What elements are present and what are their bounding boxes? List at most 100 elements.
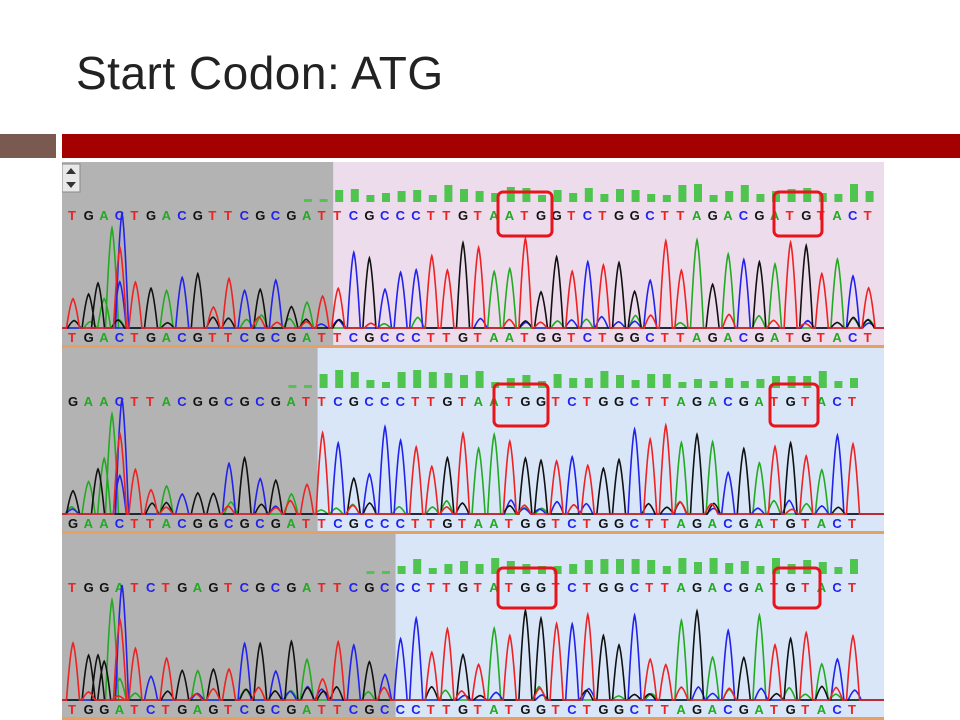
quality-bar [694, 184, 702, 202]
base-call: A [99, 208, 109, 223]
base-call-bottom: G [614, 516, 624, 531]
base-call: A [162, 394, 172, 409]
scroll-down-icon[interactable] [66, 182, 76, 188]
quality-bar [772, 376, 780, 388]
base-call-bottom: C [240, 702, 250, 717]
base-call-bottom: T [676, 330, 684, 345]
base-call-bottom: T [427, 330, 435, 345]
base-call-bottom: G [442, 516, 452, 531]
quality-bar [460, 189, 468, 202]
base-call: T [208, 208, 216, 223]
quality-bar [538, 566, 546, 574]
quality-bar [475, 564, 484, 574]
base-call-bottom: T [130, 516, 138, 531]
base-call-bottom: G [349, 516, 359, 531]
quality-bar [725, 563, 734, 574]
quality-bar [647, 194, 656, 202]
panel-separator [62, 531, 884, 534]
base-call: A [84, 394, 94, 409]
quality-bar [834, 381, 843, 388]
quality-bar [475, 191, 484, 202]
base-call: T [318, 208, 326, 223]
quality-bar [382, 382, 390, 388]
base-call-bottom: T [505, 702, 513, 717]
base-call-bottom: G [146, 330, 156, 345]
base-call: A [817, 394, 827, 409]
panel-separator [62, 345, 884, 348]
quality-bar [382, 193, 390, 202]
atg-codon-highlight [772, 190, 824, 238]
base-call-bottom: C [411, 330, 421, 345]
base-call: T [598, 208, 606, 223]
base-call-bottom: A [817, 702, 827, 717]
base-call: C [723, 394, 733, 409]
quality-bar [694, 562, 702, 574]
base-call: C [240, 580, 250, 595]
trace-T [62, 422, 884, 515]
base-call-bottom: G [598, 702, 608, 717]
base-call-bottom: C [240, 330, 250, 345]
base-call: T [302, 394, 310, 409]
base-call-bottom: T [68, 330, 76, 345]
atg-codon-highlight [772, 566, 822, 610]
base-call: G [84, 580, 94, 595]
base-call: A [489, 580, 499, 595]
base-call-bottom: T [864, 330, 872, 345]
trace-G [62, 239, 884, 329]
quality-bar [428, 372, 437, 388]
base-call: G [442, 394, 452, 409]
base-call: T [146, 394, 154, 409]
quality-bar [397, 372, 406, 388]
base-call: C [177, 394, 187, 409]
base-call: T [661, 580, 669, 595]
quality-bar [553, 374, 562, 388]
base-call-bottom: T [208, 330, 216, 345]
base-call-bottom: G [520, 702, 530, 717]
base-call: T [848, 580, 856, 595]
base-call: T [567, 208, 575, 223]
base-call: T [474, 208, 482, 223]
base-call: A [115, 580, 125, 595]
base-call: G [630, 208, 640, 223]
base-call-bottom: G [240, 516, 250, 531]
base-call: G [240, 394, 250, 409]
base-call-bottom: A [99, 516, 109, 531]
base-call: C [411, 580, 421, 595]
base-call: G [801, 208, 811, 223]
base-call-bottom: G [614, 702, 624, 717]
scroll-arrows[interactable] [62, 163, 81, 193]
scroll-up-icon[interactable] [66, 168, 76, 174]
base-call: G [271, 394, 281, 409]
base-call: T [318, 580, 326, 595]
base-call: G [739, 394, 749, 409]
base-call-bottom: T [552, 702, 560, 717]
base-call-bottom: G [255, 702, 265, 717]
base-call-bottom: T [583, 516, 591, 531]
base-call-bottom: G [692, 516, 702, 531]
base-call: T [224, 580, 232, 595]
base-call-bottom: G [271, 516, 281, 531]
quality-bar [647, 374, 656, 388]
base-call: T [552, 394, 560, 409]
base-call-bottom: C [224, 516, 234, 531]
quality-bar [850, 559, 858, 574]
base-call: G [193, 208, 203, 223]
base-call-bottom: T [411, 516, 419, 531]
base-call-bottom: A [723, 330, 733, 345]
base-call: G [614, 394, 624, 409]
quality-bar [662, 195, 671, 202]
base-call: A [723, 208, 733, 223]
base-call: G [614, 208, 624, 223]
base-call: G [708, 208, 718, 223]
quality-bar [850, 378, 858, 388]
base-call-bottom: A [692, 330, 702, 345]
base-call: G [193, 394, 203, 409]
base-call-bottom: G [177, 702, 187, 717]
base-call-bottom: G [739, 516, 749, 531]
quality-bar [756, 379, 765, 388]
base-call: T [520, 208, 528, 223]
base-call-bottom: G [286, 702, 296, 717]
base-call: C [567, 580, 577, 595]
